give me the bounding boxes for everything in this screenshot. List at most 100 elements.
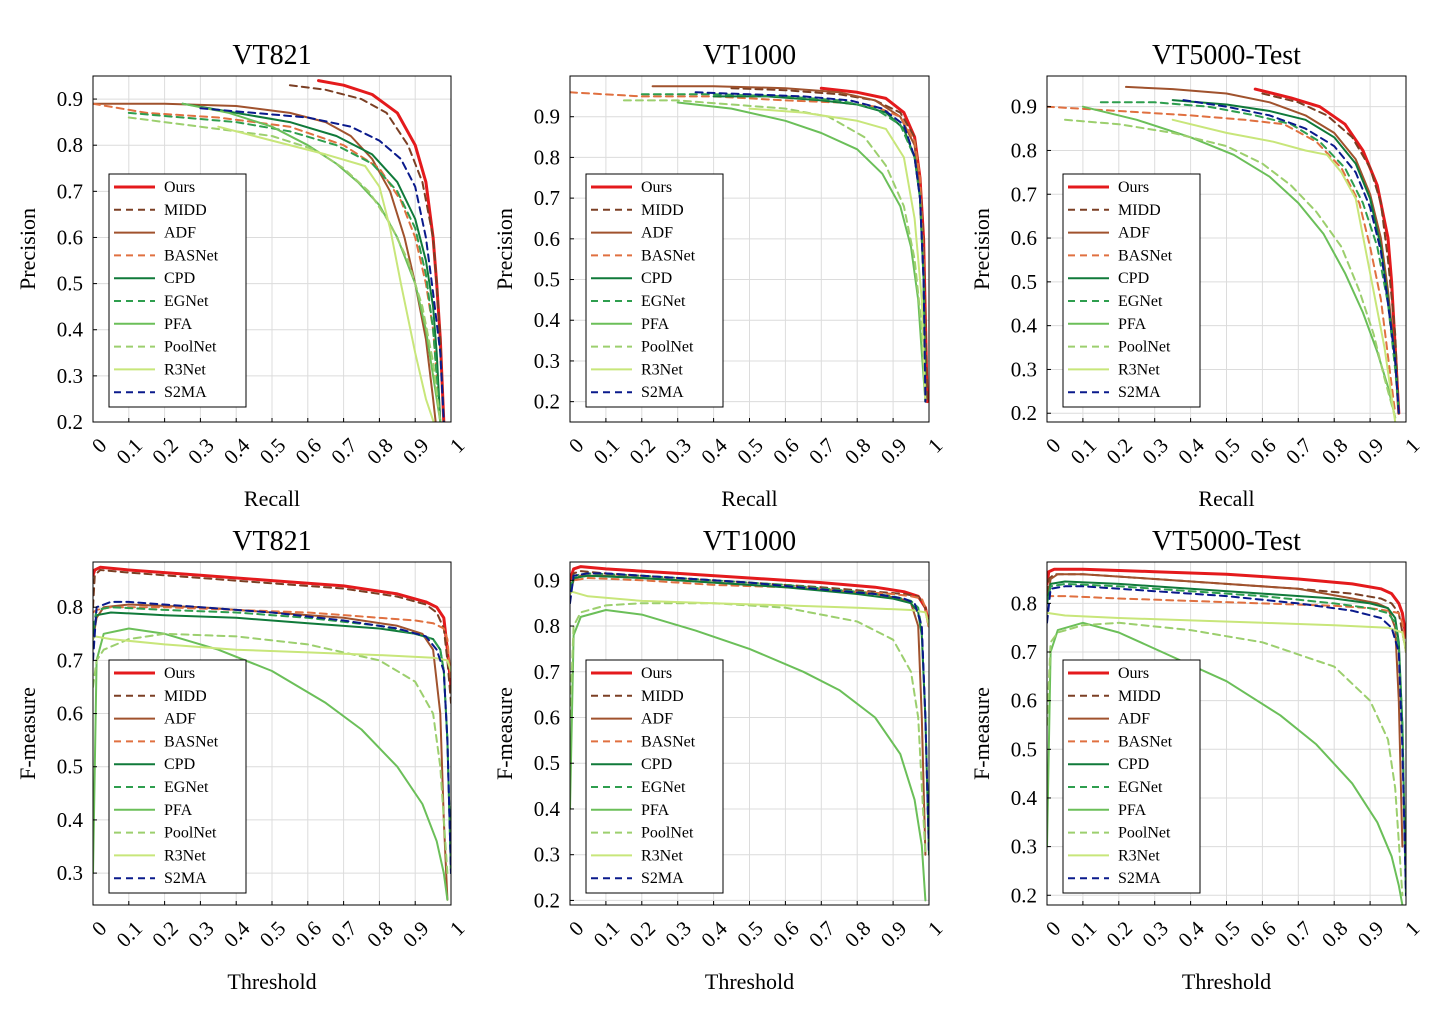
y-tick-label: 0.6 bbox=[57, 702, 83, 726]
series-line-poolnet bbox=[93, 632, 449, 875]
y-tick-label: 0.8 bbox=[57, 595, 83, 619]
y-tick-label: 0.6 bbox=[1011, 226, 1037, 250]
x-tick-label: 0.2 bbox=[625, 916, 661, 952]
series-line-s2ma bbox=[570, 572, 929, 856]
y-tick-label: 0.3 bbox=[57, 364, 83, 388]
x-tick-label: 0.8 bbox=[362, 433, 398, 469]
legend-label: MIDD bbox=[164, 688, 207, 705]
legend-label: PoolNet bbox=[1118, 339, 1171, 356]
gridlines bbox=[1047, 562, 1406, 905]
y-tick-label: 0.9 bbox=[57, 87, 83, 111]
legend-label: ADF bbox=[641, 225, 673, 242]
x-axis-label: Recall bbox=[1198, 486, 1254, 511]
legend: Ours MIDD ADF BASNet CPD EGNet PFA PoolNet R3Net… bbox=[1062, 659, 1201, 894]
x-tick-label: 0 bbox=[87, 433, 111, 457]
y-tick-label: 0.5 bbox=[1011, 270, 1037, 294]
series-line-poolnet bbox=[1064, 118, 1397, 419]
x-tick-label: 1 bbox=[923, 916, 947, 940]
series-line-midd bbox=[1261, 92, 1400, 415]
x-tick-label: 0.4 bbox=[219, 916, 255, 952]
x-tick-label: 0.3 bbox=[1137, 433, 1173, 469]
x-tick-label: 0.5 bbox=[732, 916, 768, 952]
x-tick-label: 0.9 bbox=[1353, 433, 1389, 469]
y-tick-label: 0.8 bbox=[57, 133, 83, 157]
y-tick-label: 0.5 bbox=[57, 755, 83, 779]
legend-label: R3Net bbox=[164, 361, 206, 378]
legend-label: Ours bbox=[164, 665, 195, 682]
series-line-pfa bbox=[570, 609, 927, 902]
x-tick-label: 0.5 bbox=[732, 433, 768, 469]
legend-label: Ours bbox=[1118, 179, 1149, 196]
x-tick-label: 0.4 bbox=[696, 433, 732, 469]
legend-label: PoolNet bbox=[641, 339, 694, 356]
legend-label: R3Net bbox=[1118, 847, 1160, 864]
x-tick-label: 0.8 bbox=[840, 433, 876, 469]
series-line-pfa bbox=[676, 101, 927, 403]
legend-label: BASNet bbox=[1118, 733, 1173, 750]
x-tick-label: 0.5 bbox=[1209, 916, 1245, 952]
x-tick-label: 0 bbox=[87, 916, 111, 940]
x-tick-label: 0.7 bbox=[804, 433, 840, 469]
legend-label: PFA bbox=[1118, 316, 1147, 333]
y-tick-label: 0.7 bbox=[57, 648, 83, 672]
x-tick-label: 0.6 bbox=[768, 916, 804, 952]
x-tick-label: 0.4 bbox=[696, 916, 732, 952]
y-axis-label: F-measure bbox=[492, 687, 517, 780]
legend-label: MIDD bbox=[641, 202, 684, 219]
legend-label: ADF bbox=[1118, 225, 1150, 242]
x-tick-label: 0.1 bbox=[1066, 916, 1102, 952]
legend-box bbox=[1062, 173, 1201, 408]
x-tick-label: 0.6 bbox=[1245, 916, 1281, 952]
chart-panel-3: 0 0.1 0.2 0.3 0.4 0.5 0.6 0.7 0.8 0.9 10.20.30.40.… bbox=[969, 40, 1424, 511]
series-line-basnet bbox=[1047, 105, 1397, 415]
chart-title: VT1000 bbox=[703, 40, 796, 71]
y-tick-label: 0.4 bbox=[534, 308, 561, 332]
x-tick-label: 1 bbox=[445, 433, 469, 457]
x-tick-label: 0.3 bbox=[660, 433, 696, 469]
series-line-ours bbox=[317, 79, 446, 422]
series-line-s2ma bbox=[694, 91, 927, 403]
chart-panel-4: 0 0.1 0.2 0.3 0.4 0.5 0.6 0.7 0.8 0.9 10.30.40.50.… bbox=[15, 526, 469, 994]
y-tick-label: 0.7 bbox=[57, 179, 83, 203]
legend-label: MIDD bbox=[641, 688, 684, 705]
x-tick-label: 1 bbox=[1400, 433, 1424, 457]
x-axis-label: Threshold bbox=[705, 969, 794, 994]
y-tick-label: 0.5 bbox=[534, 268, 560, 292]
y-tick-label: 0.8 bbox=[534, 145, 560, 169]
legend: Ours MIDD ADF BASNet CPD EGNet PFA PoolNet R3Net… bbox=[585, 659, 724, 894]
x-tick-label: 0.6 bbox=[291, 433, 327, 469]
legend-label: S2MA bbox=[1118, 870, 1161, 887]
series-line-r3net bbox=[217, 125, 435, 422]
y-tick-label: 0.6 bbox=[57, 225, 83, 249]
y-tick-label: 0.2 bbox=[534, 888, 560, 912]
series-line-r3net bbox=[570, 590, 929, 627]
series-line-midd bbox=[730, 87, 929, 403]
series-line-egnet bbox=[640, 93, 927, 403]
x-tick-label: 0.9 bbox=[876, 916, 912, 952]
y-tick-label: 0.7 bbox=[534, 660, 560, 684]
x-tick-label: 0.2 bbox=[147, 916, 183, 952]
y-axis-label: Precision bbox=[15, 208, 40, 290]
x-tick-label: 0.9 bbox=[876, 433, 912, 469]
legend-label: CPD bbox=[164, 270, 195, 287]
x-tick-label: 0.7 bbox=[1281, 433, 1317, 469]
legend-label: MIDD bbox=[1118, 688, 1161, 705]
series-line-r3net bbox=[1171, 118, 1397, 422]
chart-panel-1: 0 0.1 0.2 0.3 0.4 0.5 0.6 0.7 0.8 0.9 10.20.30.40.… bbox=[15, 40, 469, 511]
chart-title: VT821 bbox=[232, 526, 311, 557]
y-tick-label: 0.7 bbox=[1011, 182, 1037, 206]
x-tick-label: 0.1 bbox=[589, 916, 625, 952]
legend-label: CPD bbox=[1118, 270, 1149, 287]
series-line-ours bbox=[1047, 567, 1406, 639]
legend-label: ADF bbox=[641, 711, 673, 728]
legend-label: Ours bbox=[1118, 665, 1149, 682]
x-tick-label: 0.8 bbox=[362, 916, 398, 952]
legend-label: ADF bbox=[1118, 711, 1150, 728]
legend-label: R3Net bbox=[641, 361, 683, 378]
x-tick-label: 0 bbox=[564, 916, 588, 940]
x-tick-label: 0.8 bbox=[840, 916, 876, 952]
x-tick-label: 0.3 bbox=[660, 916, 696, 952]
x-axis-label: Threshold bbox=[1182, 969, 1271, 994]
legend-label: EGNet bbox=[641, 293, 686, 310]
legend-label: PFA bbox=[641, 316, 670, 333]
